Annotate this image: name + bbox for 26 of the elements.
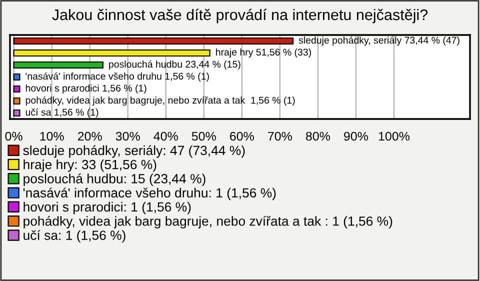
x-tick-label: 10% [40, 132, 64, 141]
x-tick-label: 50% [192, 132, 216, 141]
legend-label: 'nasává' informace všeho druhu: 1 (1,56 %) [23, 188, 276, 200]
data-label: poslouchá hudbu 23,44 % (15) [109, 60, 240, 70]
legend-label: učí sa: 1 (1,56 %) [24, 230, 126, 243]
x-tick-label: 40% [154, 132, 178, 141]
legend-label: sleduje pohádky, seriály: 47 (73,44 %) [23, 145, 245, 158]
chart-title: Jakou činnost vaše dítě provádí na internetu nejčastěji? [52, 8, 428, 24]
x-tick-label: 20% [78, 132, 102, 141]
x-tick-label: 70% [268, 132, 292, 141]
legend-label: hovori s prarodici: 1 (1,56 %) [24, 202, 191, 214]
data-label: hovori s prarodici 1,56 % (1) [26, 84, 146, 94]
x-tick-label: 80% [306, 132, 330, 141]
data-label: sleduje pohádky, seriály 73,44 % (47) [298, 36, 460, 46]
legend-label: hraje hry: 33 (51,56 %) [24, 160, 156, 172]
x-tick-label: 30% [116, 132, 140, 141]
data-label: 'nasává' informace všeho druhu 1,56 % (1) [26, 72, 209, 82]
x-tick-label: 90% [344, 132, 368, 141]
data-label: učí sa 1,56 % (1) [26, 108, 98, 118]
data-label: pohádky, videa jak barg bagruje, nebo zvířata a tak 1,56 % (1) [26, 96, 295, 106]
data-label: hraje hry 51,56 % (33) [216, 48, 311, 58]
x-tick-label: 100% [378, 132, 410, 141]
legend-label: pohádky, videa jak barg bagruje, nebo zvířata a tak : 1 (1,56 %) [24, 216, 392, 228]
legend-label: poslouchá hudbu: 15 (23,44 %) [24, 174, 206, 186]
x-tick-label: 60% [230, 132, 254, 141]
x-tick-label: 0% [5, 132, 22, 141]
